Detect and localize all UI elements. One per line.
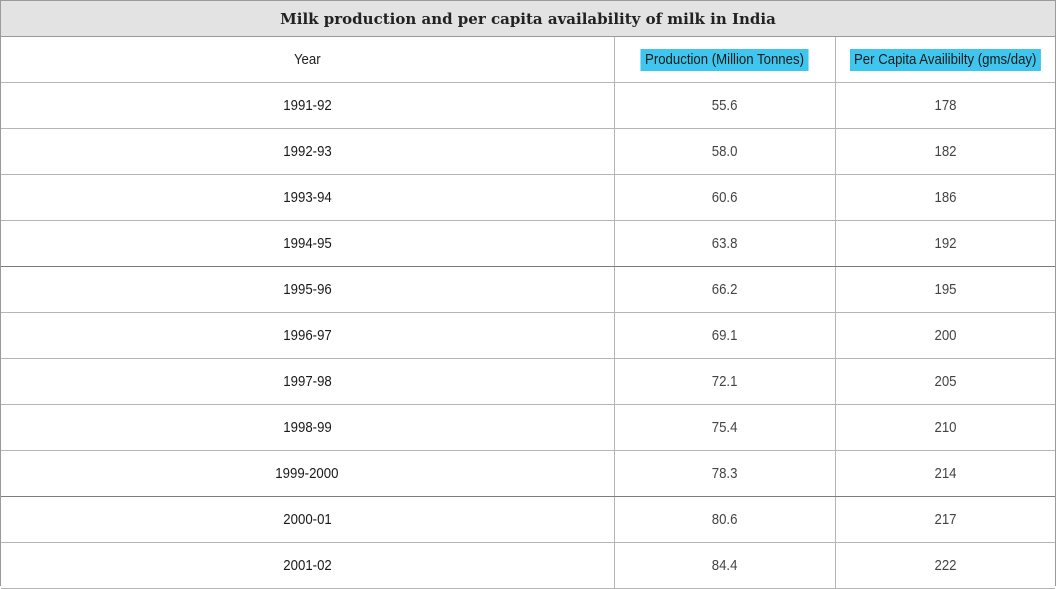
table-row: 1998-99 75.4 210 — [1, 404, 1055, 451]
table-row: 1997-98 72.1 205 — [1, 358, 1055, 405]
per-capita-cell: 200 — [835, 312, 1055, 359]
per-capita-cell-value: 186 — [934, 189, 957, 206]
per-capita-cell: 214 — [835, 450, 1055, 497]
per-capita-cell: 186 — [835, 174, 1055, 221]
production-cell-value: 80.6 — [711, 511, 738, 528]
year-cell-value: 2001-02 — [283, 557, 332, 574]
per-capita-cell: 205 — [835, 358, 1055, 405]
year-cell: 2000-01 — [1, 496, 615, 543]
production-cell-value: 69.1 — [711, 327, 738, 344]
production-cell: 69.1 — [614, 312, 836, 359]
per-capita-cell-value: 192 — [934, 235, 957, 252]
year-cell-value: 1998-99 — [283, 419, 332, 436]
header-production-label: Production (Million Tonnes) — [640, 48, 809, 71]
header-year: Year — [37, 37, 578, 83]
production-cell: 72.1 — [614, 358, 836, 405]
table-body: 1991-92 55.6 178 1992-93 58.0 182 1993-94 60.6 1… — [1, 82, 1055, 589]
production-cell-value: 63.8 — [711, 235, 738, 252]
table-row: 1991-92 55.6 178 — [1, 82, 1055, 129]
year-cell: 1995-96 — [1, 266, 615, 313]
year-cell-value: 1997-98 — [283, 373, 332, 390]
production-cell: 66.2 — [614, 266, 836, 313]
year-cell-value: 1994-95 — [283, 235, 332, 252]
table-row: 2000-01 80.6 217 — [1, 496, 1055, 543]
year-cell-value: 1995-96 — [283, 281, 332, 298]
milk-data-table: Year Production (Million Tonnes) Per Cap… — [1, 37, 1055, 589]
production-cell: 63.8 — [614, 220, 836, 267]
table-row: 1992-93 58.0 182 — [1, 128, 1055, 175]
table-row: 1995-96 66.2 195 — [1, 266, 1055, 313]
per-capita-cell: 222 — [835, 542, 1055, 589]
per-capita-cell-value: 205 — [934, 373, 957, 390]
year-cell: 1998-99 — [1, 404, 615, 451]
production-cell-value: 58.0 — [711, 143, 738, 160]
production-cell-value: 60.6 — [711, 189, 738, 206]
production-cell: 60.6 — [614, 174, 836, 221]
production-cell-value: 75.4 — [711, 419, 738, 436]
production-cell-value: 78.3 — [711, 465, 738, 482]
year-cell-value: 1999-2000 — [275, 465, 339, 482]
table-title: Milk production and per capita availabil… — [1, 0, 1055, 37]
table-row: 1994-95 63.8 192 — [1, 220, 1055, 267]
year-cell-value: 1993-94 — [283, 189, 332, 206]
per-capita-cell-value: 214 — [934, 465, 957, 482]
year-cell-value: 1996-97 — [283, 327, 332, 344]
table-row: 1999-2000 78.3 214 — [1, 450, 1055, 497]
production-cell: 80.6 — [614, 496, 836, 543]
header-per-capita: Per Capita Availibilty (gms/day) — [848, 37, 1042, 83]
header-per-capita-label: Per Capita Availibilty (gms/day) — [849, 48, 1041, 71]
per-capita-cell-value: 182 — [934, 143, 957, 160]
year-cell: 1994-95 — [1, 220, 615, 267]
per-capita-cell: 182 — [835, 128, 1055, 175]
production-cell: 78.3 — [614, 450, 836, 497]
table-row: 1993-94 60.6 186 — [1, 174, 1055, 221]
per-capita-cell-value: 178 — [934, 97, 957, 114]
production-cell: 55.6 — [614, 82, 836, 129]
table-row: 1996-97 69.1 200 — [1, 312, 1055, 359]
per-capita-cell: 192 — [835, 220, 1055, 267]
year-cell: 1993-94 — [1, 174, 615, 221]
production-cell-value: 84.4 — [711, 557, 738, 574]
per-capita-cell: 210 — [835, 404, 1055, 451]
table-row: 2001-02 84.4 222 — [1, 542, 1055, 589]
per-capita-cell-value: 195 — [934, 281, 957, 298]
year-cell-value: 1991-92 — [283, 97, 332, 114]
year-cell: 1999-2000 — [1, 450, 615, 497]
header-year-label: Year — [293, 51, 321, 68]
per-capita-cell-value: 217 — [934, 511, 957, 528]
year-cell-value: 1992-93 — [283, 143, 332, 160]
year-cell: 2001-02 — [1, 542, 615, 589]
year-cell: 1991-92 — [1, 82, 615, 129]
year-cell-value: 2000-01 — [283, 511, 332, 528]
per-capita-cell: 195 — [835, 266, 1055, 313]
header-production: Production (Million Tonnes) — [627, 37, 823, 83]
per-capita-cell-value: 200 — [934, 327, 957, 344]
production-cell: 58.0 — [614, 128, 836, 175]
per-capita-cell: 217 — [835, 496, 1055, 543]
year-cell: 1997-98 — [1, 358, 615, 405]
per-capita-cell-value: 210 — [934, 419, 957, 436]
production-cell-value: 72.1 — [711, 373, 738, 390]
header-row: Year Production (Million Tonnes) Per Cap… — [1, 37, 1055, 83]
production-cell: 75.4 — [614, 404, 836, 451]
per-capita-cell: 178 — [835, 82, 1055, 129]
year-cell: 1996-97 — [1, 312, 615, 359]
year-cell: 1992-93 — [1, 128, 615, 175]
production-cell: 84.4 — [614, 542, 836, 589]
production-cell-value: 55.6 — [711, 97, 738, 114]
production-cell-value: 66.2 — [711, 281, 738, 298]
per-capita-cell-value: 222 — [934, 557, 957, 574]
